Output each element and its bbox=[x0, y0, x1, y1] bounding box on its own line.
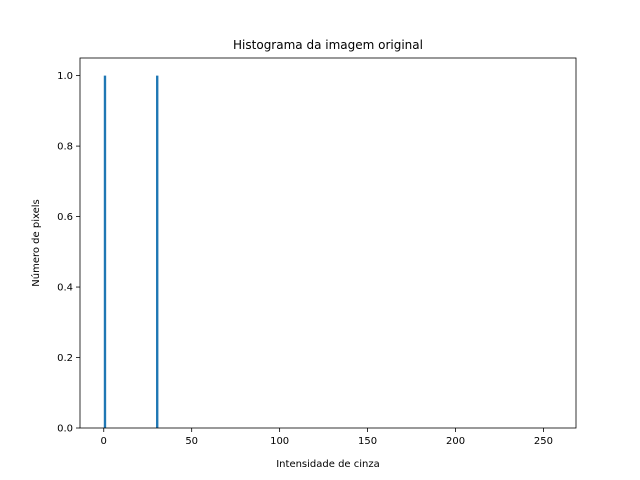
y-tick-label-3: 0.6 bbox=[57, 212, 73, 223]
x-tick-label-3: 150 bbox=[358, 436, 377, 447]
bars-layer bbox=[103, 75, 159, 428]
x-axis-label: Intensidade de cinza bbox=[276, 459, 380, 470]
x-tick-label-4: 200 bbox=[446, 436, 465, 447]
histogram-bar-1 bbox=[156, 75, 159, 428]
y-tick-label-2: 0.4 bbox=[57, 283, 73, 294]
y-tick-label-5: 1.0 bbox=[57, 71, 73, 82]
y-axis-ticks: 0.0 0.2 0.4 0.6 0.8 1.0 bbox=[57, 71, 80, 435]
y-tick-label-0: 0.0 bbox=[57, 424, 73, 435]
chart-title: Histograma da imagem original bbox=[233, 38, 423, 52]
x-axis-ticks: 0 50 100 150 200 250 bbox=[101, 428, 553, 447]
x-tick-label-5: 250 bbox=[534, 436, 553, 447]
plot-frame bbox=[79, 57, 577, 429]
y-tick-label-4: 0.8 bbox=[57, 142, 73, 153]
y-axis-label: Número de pixels bbox=[30, 199, 42, 286]
histogram-bar-0 bbox=[103, 75, 107, 428]
x-tick-label-1: 50 bbox=[185, 436, 198, 447]
y-tick-label-1: 0.2 bbox=[57, 353, 73, 364]
x-tick-label-0: 0 bbox=[101, 436, 107, 447]
x-tick-label-2: 100 bbox=[270, 436, 289, 447]
